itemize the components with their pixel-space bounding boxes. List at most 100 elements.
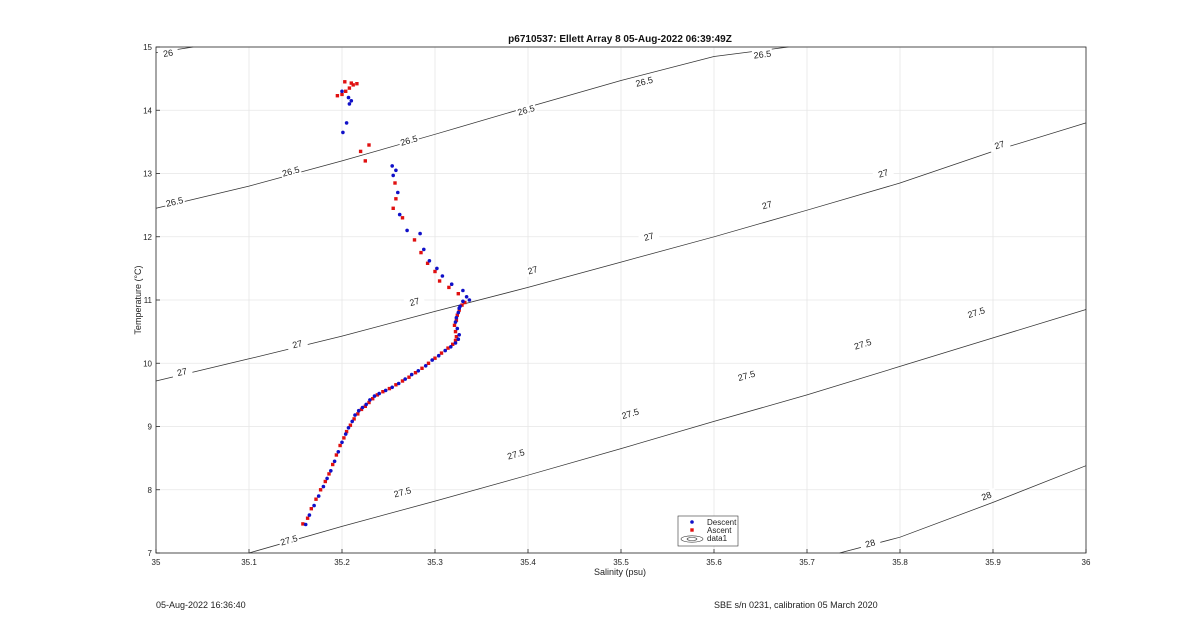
contour-label-bg bbox=[975, 487, 998, 505]
descent-point bbox=[409, 372, 414, 377]
legend-ascent-marker bbox=[690, 528, 694, 532]
contour-label-bg bbox=[619, 406, 642, 422]
descent-point bbox=[443, 348, 448, 353]
descent-point bbox=[325, 476, 329, 481]
contour-label: 27 bbox=[176, 366, 188, 378]
x-tick-label: 35.5 bbox=[613, 558, 629, 567]
contour-label-bg bbox=[633, 74, 656, 90]
descent-point bbox=[449, 282, 454, 287]
contour-label-bg bbox=[988, 137, 1011, 153]
descent-point bbox=[440, 274, 445, 278]
contour-label-bg bbox=[403, 294, 426, 310]
ascent-point bbox=[425, 261, 430, 265]
ascent-point bbox=[400, 216, 405, 220]
ascent-point bbox=[453, 338, 458, 343]
y-tick-label: 8 bbox=[148, 486, 153, 495]
x-tick-label: 35.6 bbox=[706, 558, 722, 567]
descent-point bbox=[405, 228, 409, 233]
footer-calibration: SBE s/n 0231, calibration 05 March 2020 bbox=[714, 600, 878, 610]
contour-label: 27.5 bbox=[853, 337, 873, 352]
y-tick-label: 14 bbox=[143, 106, 152, 115]
y-tick-label: 11 bbox=[144, 296, 153, 305]
ascent-point bbox=[400, 379, 405, 383]
ascent-point bbox=[455, 313, 459, 317]
footer-timestamp: 05-Aug-2022 16:36:40 bbox=[156, 600, 246, 610]
descent-point bbox=[349, 99, 354, 103]
contour-label: 27.5 bbox=[506, 447, 526, 461]
legend-data1-marker bbox=[680, 535, 704, 543]
ascent-point bbox=[457, 308, 461, 312]
contour-line-27.5 bbox=[248, 309, 1087, 554]
contour-label: 28 bbox=[864, 537, 876, 549]
contour-label: 26.5 bbox=[753, 49, 772, 61]
contour-label: 27 bbox=[877, 167, 889, 179]
descent-point bbox=[461, 299, 465, 304]
ascent-point bbox=[318, 488, 323, 492]
ascent-point bbox=[335, 94, 340, 98]
descent-point bbox=[461, 288, 465, 293]
descent-point bbox=[453, 341, 458, 345]
ascent-point bbox=[327, 472, 331, 476]
legend-box bbox=[677, 515, 739, 547]
descent-point bbox=[397, 212, 402, 217]
descent-point bbox=[343, 432, 348, 436]
ascent-point bbox=[394, 197, 398, 201]
ascent-point bbox=[407, 375, 411, 379]
descent-point bbox=[312, 503, 316, 508]
descent-point bbox=[341, 130, 345, 135]
contour-label-bg bbox=[859, 536, 882, 551]
descent-point bbox=[394, 168, 398, 173]
y-tick-label: 12 bbox=[143, 233, 152, 242]
descent-point bbox=[416, 369, 421, 373]
contour-label: 27.5 bbox=[393, 485, 413, 499]
descent-point bbox=[360, 405, 365, 410]
contour-label-bg bbox=[277, 532, 300, 548]
contour-label-bg bbox=[504, 446, 527, 462]
descent-point bbox=[316, 494, 321, 498]
y-tick-label: 9 bbox=[148, 423, 153, 432]
descent-point bbox=[346, 426, 351, 430]
contour-label-bg bbox=[286, 337, 309, 352]
descent-point bbox=[347, 102, 352, 106]
ascent-point bbox=[451, 342, 455, 346]
descent-point bbox=[353, 413, 357, 417]
contour-label: 28 bbox=[980, 490, 993, 503]
descent-point bbox=[344, 121, 349, 125]
y-axis-ticks: 7 8 9 10 11 12 13 14 15 bbox=[143, 43, 160, 558]
descent-point bbox=[372, 394, 377, 398]
ascent-point bbox=[305, 516, 310, 520]
y-tick-label: 7 bbox=[148, 549, 153, 558]
ascent-point bbox=[359, 407, 364, 412]
ascent-point bbox=[349, 81, 353, 85]
ascent-point bbox=[433, 356, 437, 360]
descent-point bbox=[321, 484, 326, 489]
ascent-point bbox=[358, 149, 363, 154]
ascent-point bbox=[454, 335, 459, 339]
ascent-point bbox=[394, 383, 398, 387]
y-tick-label: 13 bbox=[143, 170, 152, 179]
legend-descent-marker bbox=[690, 520, 694, 524]
ascent-point bbox=[439, 351, 444, 355]
contour-label: 27 bbox=[408, 296, 420, 308]
contour-label: 27.5 bbox=[279, 533, 299, 547]
ascent-point bbox=[342, 436, 346, 440]
ascent-point bbox=[301, 522, 305, 526]
ascent-point bbox=[452, 323, 457, 327]
ascent-point bbox=[343, 80, 347, 84]
descent-point bbox=[396, 381, 401, 386]
x-tick-label: 35.3 bbox=[427, 558, 443, 567]
descent-point bbox=[423, 364, 428, 368]
ascent-point bbox=[387, 386, 392, 391]
contour-label: 26.5 bbox=[635, 75, 654, 89]
descent-point bbox=[364, 402, 369, 407]
x-tick-label: 36 bbox=[1082, 558, 1091, 567]
chart-title: p6710537: Ellett Array 8 05-Aug-2022 06:… bbox=[508, 34, 732, 45]
x-tick-label: 35.7 bbox=[799, 558, 815, 567]
contour-label: 27.5 bbox=[737, 369, 757, 383]
ascent-point bbox=[340, 92, 344, 97]
contour-label-bg bbox=[637, 229, 660, 245]
contour-label-bg bbox=[851, 336, 874, 352]
x-tick-label: 35.4 bbox=[520, 558, 536, 567]
descent-point bbox=[458, 304, 462, 309]
